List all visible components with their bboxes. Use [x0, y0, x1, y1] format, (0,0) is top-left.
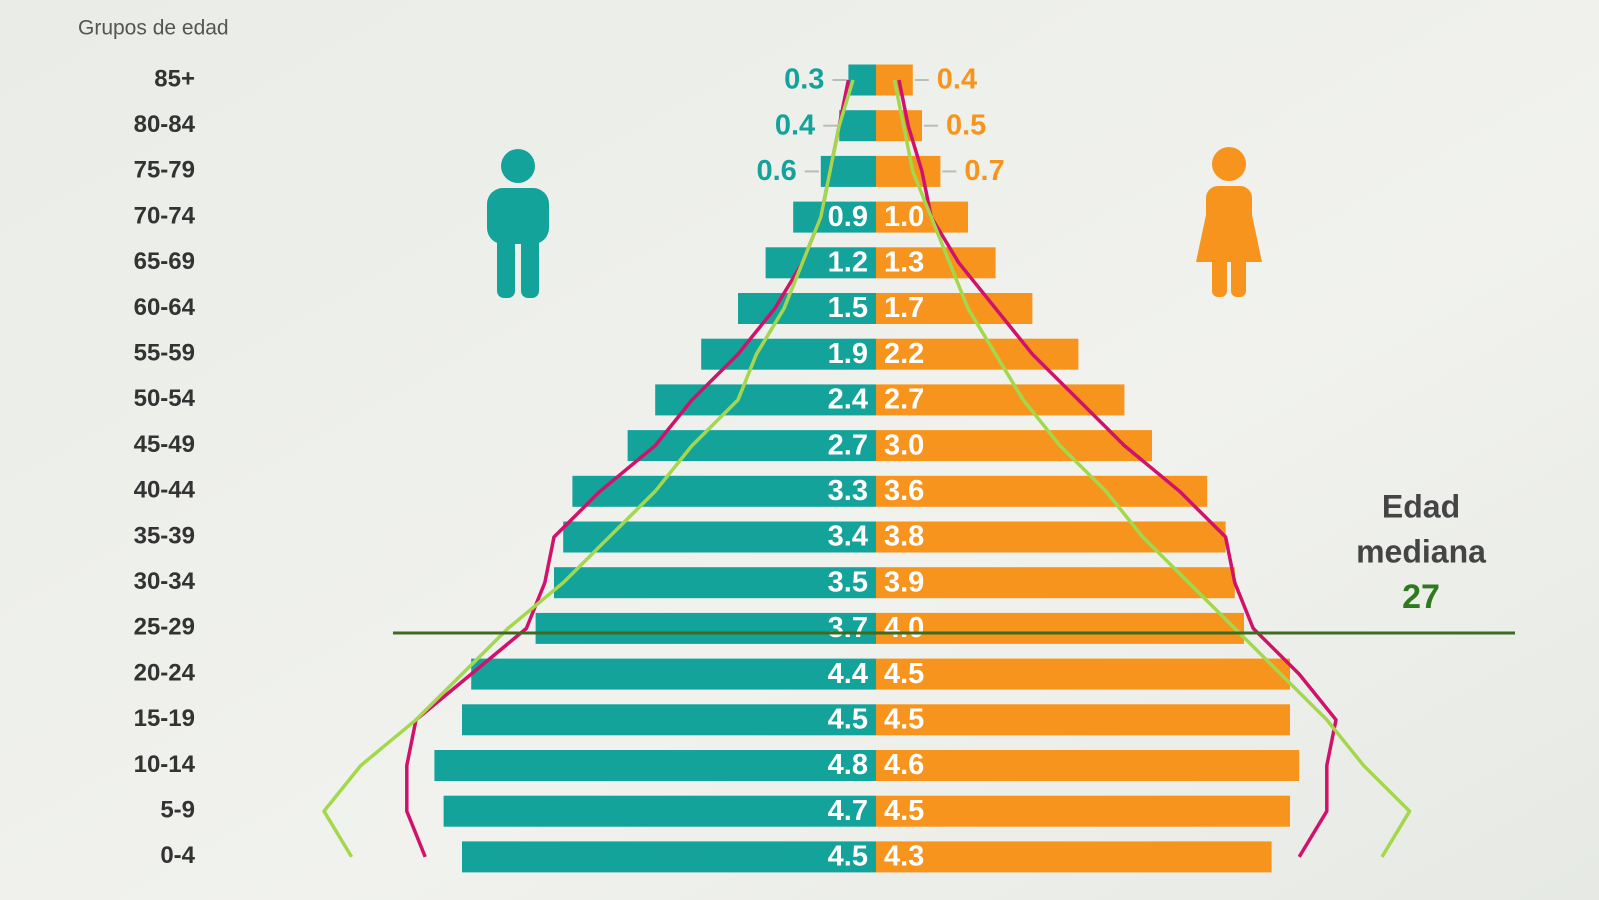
bar [443, 795, 876, 827]
value-label: 3.7 [828, 612, 868, 644]
value-label: 2.4 [828, 384, 868, 416]
value-label: 4.5 [828, 703, 868, 735]
value-label: 1.0 [884, 201, 924, 233]
bar [462, 704, 876, 736]
axis-title: Grupos de edad [78, 17, 229, 40]
value-label: 2.2 [884, 338, 924, 370]
category-label: 30-34 [134, 568, 196, 595]
bar [876, 795, 1290, 827]
median-label: mediana [1356, 533, 1486, 569]
bar [876, 521, 1226, 553]
value-label: 3.5 [828, 566, 868, 598]
bar [471, 658, 876, 690]
value-label: 3.3 [828, 475, 868, 507]
bar [876, 612, 1244, 644]
value-label: 0.6 [756, 155, 796, 187]
category-label: 0-4 [160, 842, 195, 869]
category-label: 10-14 [134, 751, 196, 778]
median-label: Edad [1382, 488, 1460, 524]
category-label: 75-79 [134, 157, 195, 184]
value-label: 4.5 [884, 795, 924, 827]
bar [572, 475, 876, 507]
bar [434, 750, 876, 781]
bar [839, 110, 876, 142]
value-label: 3.8 [884, 521, 924, 553]
category-label: 25-29 [134, 614, 195, 641]
comparison-line [322, 79, 855, 858]
category-label: 85+ [154, 65, 195, 92]
bar [876, 430, 1152, 462]
value-label: 4.5 [884, 703, 924, 735]
category-label: 35-39 [134, 522, 195, 549]
bar [627, 430, 876, 462]
category-label: 40-44 [134, 477, 196, 504]
value-label: 0.4 [937, 64, 977, 96]
value-label: 1.3 [884, 246, 924, 278]
value-label: 4.5 [884, 658, 924, 690]
value-label: 0.9 [828, 201, 868, 233]
category-label: 70-74 [134, 202, 196, 229]
bar [876, 155, 941, 187]
category-label: 80-84 [134, 111, 196, 138]
bar [876, 475, 1208, 507]
bar [876, 384, 1125, 416]
plot: 85+ 80-84 75-79 70-74 65-69 60-64 55-59 50-54 45… [134, 64, 1515, 873]
value-label: 1.9 [828, 338, 868, 370]
value-label: 3.4 [828, 521, 868, 553]
value-label: 4.8 [828, 749, 868, 781]
value-label: 1.2 [828, 246, 868, 278]
bar [876, 201, 968, 233]
value-label: 2.7 [884, 384, 924, 416]
category-label: 20-24 [134, 659, 196, 686]
category-label: 15-19 [134, 705, 195, 732]
category-label: 50-54 [134, 385, 196, 412]
bar [876, 658, 1290, 690]
value-label: 3.6 [884, 475, 924, 507]
bar [738, 293, 876, 324]
bar [765, 247, 876, 279]
value-label: 1.7 [884, 292, 924, 324]
value-label: 3.9 [884, 566, 924, 598]
bar [876, 841, 1272, 873]
comparison-line [892, 79, 1412, 858]
male-icon [487, 149, 549, 298]
value-label: 4.5 [828, 841, 868, 873]
value-label: 4.4 [828, 658, 868, 690]
value-label: 0.7 [964, 155, 1004, 187]
bar [701, 338, 876, 370]
category-label: 60-64 [134, 294, 196, 321]
category-label: 45-49 [134, 431, 195, 458]
category-label: 65-69 [134, 248, 195, 275]
value-label: 4.0 [884, 612, 924, 644]
bar [563, 521, 876, 553]
value-label: 0.3 [784, 64, 824, 96]
bar [876, 750, 1300, 781]
value-label: 0.4 [775, 109, 815, 141]
value-label: 2.7 [828, 429, 868, 461]
bar [876, 110, 922, 142]
value-label: 3.0 [884, 429, 924, 461]
value-label: 0.5 [946, 109, 986, 141]
bar [535, 612, 876, 644]
bar [876, 567, 1235, 599]
category-label: 5-9 [160, 797, 195, 824]
female-icon [1196, 147, 1262, 297]
value-label: 4.7 [828, 795, 868, 827]
value-label: 4.3 [884, 841, 924, 873]
value-label: 1.5 [828, 292, 868, 324]
bar [554, 567, 876, 599]
bar [876, 704, 1290, 736]
bar [876, 293, 1033, 324]
median-value: 27 [1402, 578, 1440, 616]
category-label: 55-59 [134, 340, 195, 367]
bar [876, 247, 996, 279]
bar [462, 841, 876, 873]
bar [793, 201, 876, 233]
value-label: 4.6 [884, 749, 924, 781]
